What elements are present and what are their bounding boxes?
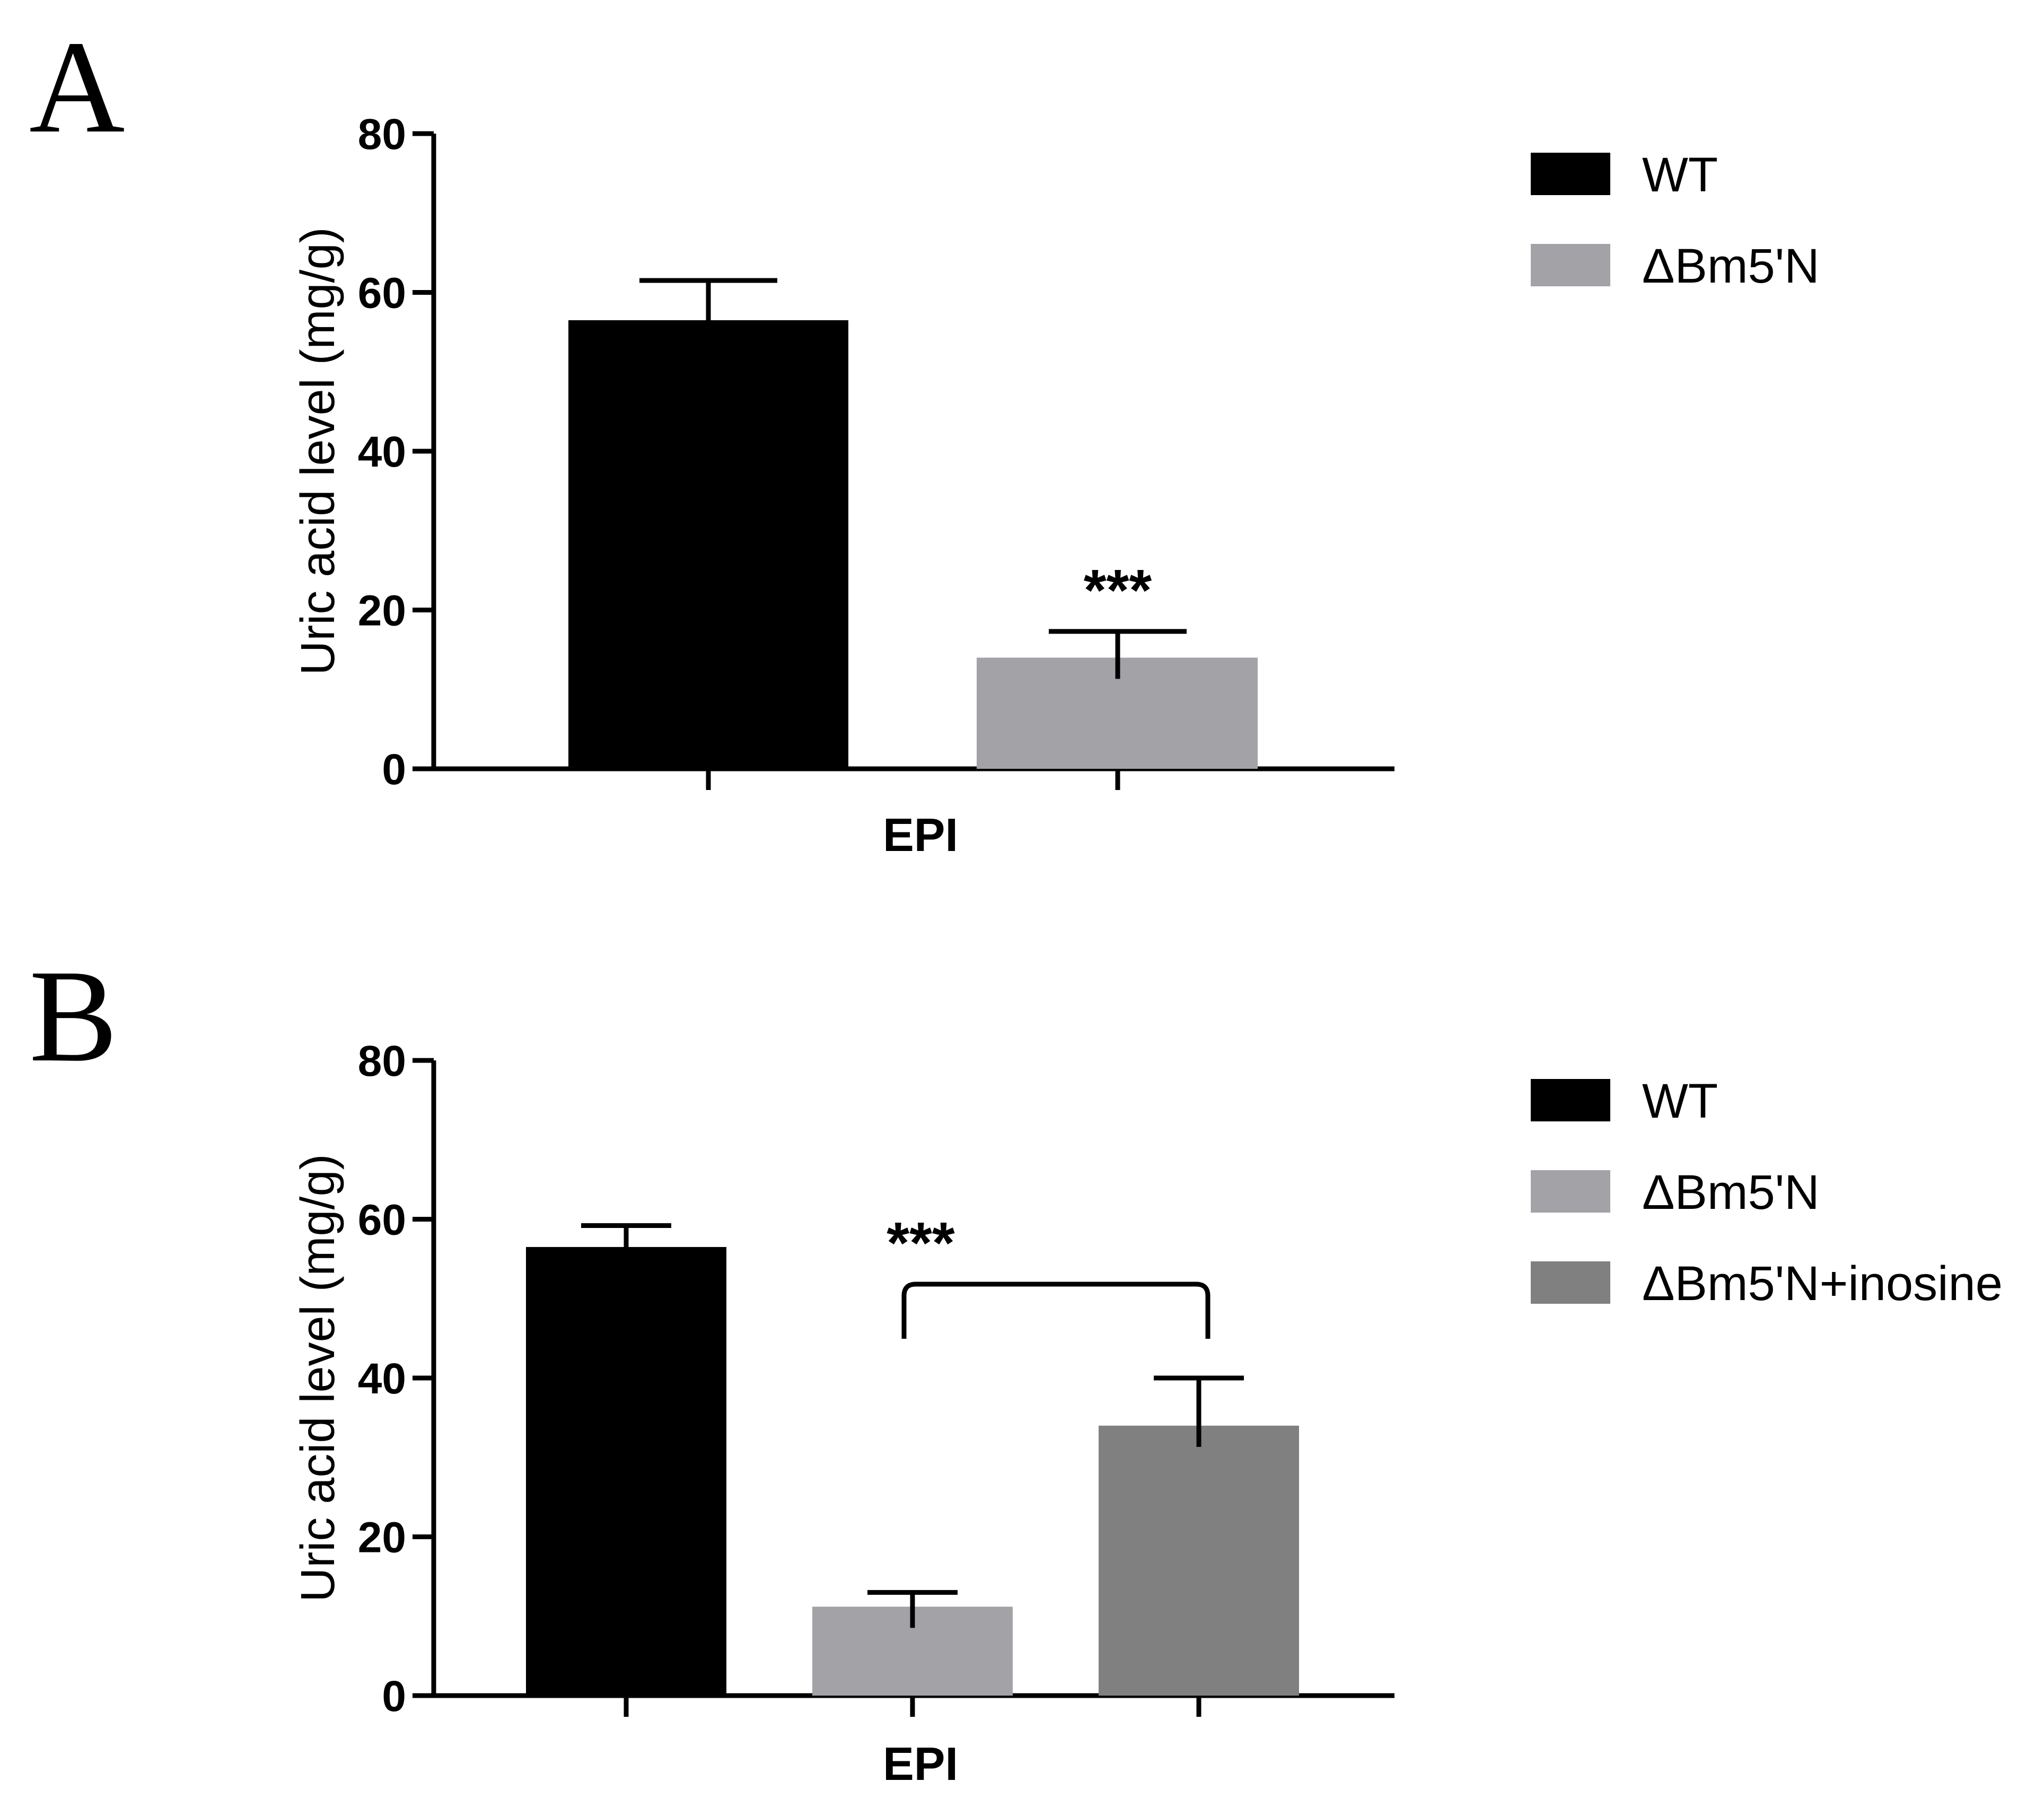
y-tick-label: 60 [358, 1196, 406, 1244]
legend-label: ΔBm5'N [1642, 239, 1820, 293]
legend-swatch [1531, 1261, 1610, 1304]
legend-swatch [1531, 1170, 1610, 1213]
y-tick-label: 40 [358, 428, 406, 476]
x-axis-category-label: EPI [883, 1737, 958, 1790]
y-tick-label: 60 [358, 269, 406, 318]
legend-swatch [1531, 244, 1610, 286]
panel-letter-b: B [29, 943, 118, 1090]
chart-panel-b: 0 20 40 60 80 Uric acid level (mg/g) EPI *** WT Δ… [292, 1037, 2003, 1790]
bar [568, 320, 848, 769]
bar [526, 1247, 726, 1696]
y-tick-label: 0 [382, 745, 406, 794]
legend-label: ΔBm5'N+inosine [1642, 1257, 2003, 1311]
y-axis-title: Uric acid level (mg/g) [292, 1154, 345, 1602]
significance-bracket [901, 1282, 1210, 1339]
y-tick-label: 80 [358, 1037, 406, 1085]
y-tick-label: 0 [382, 1672, 406, 1721]
legend-label: ΔBm5'N [1642, 1165, 1820, 1219]
y-tick-label: 20 [358, 587, 406, 635]
x-axis-category-label: EPI [883, 809, 958, 861]
legend-label: WT [1642, 1074, 1718, 1128]
y-tick-label: 20 [358, 1514, 406, 1562]
bar [1099, 1425, 1299, 1696]
panel-letter-a: A [29, 14, 125, 161]
y-tick-label: 80 [358, 110, 406, 159]
legend-swatch [1531, 1079, 1610, 1121]
legend-swatch [1531, 153, 1610, 195]
significance-label: *** [1084, 558, 1152, 623]
chart-panel-a: 0 20 40 60 80 Uric acid level (mg/g) EPI *** WT Δ… [292, 110, 1820, 861]
legend-label: WT [1642, 148, 1718, 202]
y-tick-label: 40 [358, 1355, 406, 1403]
y-axis-title: Uric acid level (mg/g) [292, 227, 345, 675]
significance-label: *** [887, 1210, 955, 1276]
